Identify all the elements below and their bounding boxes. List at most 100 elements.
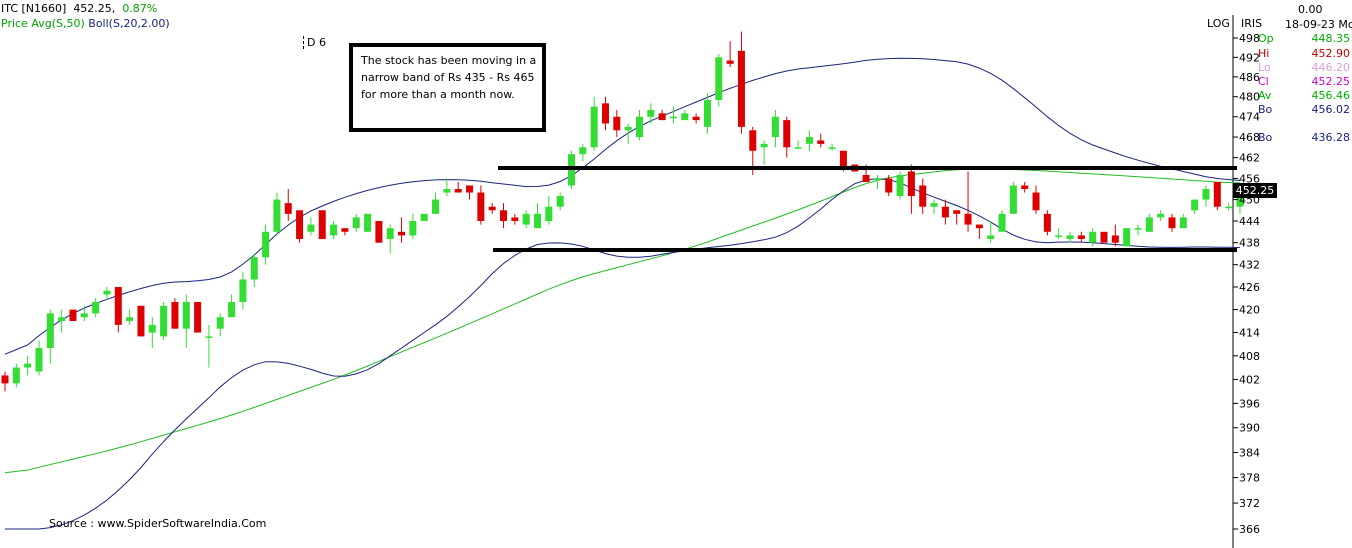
candle-body [783, 120, 791, 148]
candle-body [273, 199, 281, 232]
sma-50-path [4, 168, 1241, 474]
value-readout: 0.00 [1298, 3, 1323, 16]
candle-body [1066, 235, 1074, 240]
boll-upper-path [4, 57, 1241, 355]
candle-body [137, 305, 145, 337]
legend-price[interactable]: Price [1, 17, 28, 30]
iris-label[interactable]: IRIS [1241, 17, 1263, 30]
y-tick-label: 378 [1239, 472, 1260, 485]
candle-body [58, 317, 66, 322]
candle-body [160, 305, 168, 337]
candle [805, 130, 813, 151]
candle [1179, 213, 1187, 229]
candle-body [148, 324, 156, 333]
candle-body [398, 231, 406, 236]
candle-body [873, 178, 881, 180]
candle-body [318, 210, 326, 240]
candle [907, 164, 915, 214]
candle [715, 54, 723, 107]
y-tick-label: 414 [1239, 327, 1260, 340]
candle-body [103, 290, 111, 295]
legend-sma[interactable]: Avg(S,50) [31, 17, 85, 30]
candle-body [817, 140, 825, 144]
y-tick-label: 420 [1239, 304, 1260, 317]
candle [364, 213, 372, 232]
y-tick-label: 492 [1239, 51, 1260, 64]
candle [885, 174, 893, 197]
candle-body [1100, 231, 1108, 243]
candle [341, 228, 349, 236]
candle-body [658, 113, 666, 121]
candle-body [307, 224, 315, 232]
candle [545, 196, 553, 225]
candle [613, 110, 621, 138]
candle-body [1077, 235, 1085, 240]
candle-body [930, 203, 938, 207]
candle [681, 110, 689, 121]
candle [454, 181, 462, 193]
candle-body [1009, 185, 1017, 214]
candle [1145, 213, 1153, 232]
candle [182, 294, 190, 349]
candle [148, 317, 156, 349]
candle-body [205, 336, 213, 338]
boll-lower-path [5, 178, 1241, 530]
candle [703, 93, 711, 134]
legend-boll[interactable]: Boll(S,20,2.00) [88, 17, 170, 30]
candle-body [771, 116, 779, 138]
last-price-tag: 452.25 [1233, 183, 1277, 198]
symbol-label: ITC [N1660] [1, 2, 67, 15]
candle-body [601, 103, 609, 124]
candle [250, 253, 258, 287]
candle-body [432, 199, 440, 214]
candle [318, 210, 326, 240]
candle [1111, 224, 1119, 247]
candle [262, 224, 270, 265]
candle-body [987, 235, 995, 240]
candle [998, 210, 1006, 232]
candle [352, 213, 360, 232]
candle [239, 272, 247, 310]
change-label: 0.87% [122, 2, 158, 15]
candle-body [35, 348, 43, 372]
candle-body [760, 143, 768, 148]
log-toggle[interactable]: LOG [1207, 17, 1230, 30]
y-tick-label: 486 [1239, 71, 1260, 84]
candle [114, 286, 122, 333]
candle-body [941, 206, 949, 218]
candle [398, 217, 406, 243]
candle [817, 133, 825, 148]
candle-body [749, 130, 757, 151]
candle [296, 210, 304, 243]
candle-body [80, 313, 88, 318]
candle [35, 340, 43, 376]
candle-body [692, 116, 700, 121]
candle [1066, 231, 1074, 243]
candle-body [1168, 217, 1176, 229]
candle [771, 110, 779, 148]
candle [1134, 224, 1142, 236]
candle [1100, 231, 1108, 243]
candle [1191, 199, 1199, 214]
candle [194, 302, 202, 333]
candle-body [443, 188, 451, 193]
candle-body [409, 220, 417, 236]
candle-body [624, 126, 632, 131]
candle [409, 213, 417, 240]
candle-body [1236, 192, 1244, 207]
candle [12, 363, 20, 388]
candle-body [500, 210, 508, 221]
candle [1213, 181, 1221, 211]
candle [635, 110, 643, 141]
candle-body [1089, 231, 1097, 243]
candle-body [1032, 192, 1040, 211]
candle-body [545, 206, 553, 221]
y-axis-ticks: 366 372 378 384 390 396 402 408 414 420 426 432 438 4… [1233, 32, 1260, 536]
candle [500, 203, 508, 229]
candle [1123, 228, 1131, 247]
candle [386, 224, 394, 254]
candle [783, 116, 791, 158]
candle-body [330, 224, 338, 236]
candle [432, 192, 440, 214]
